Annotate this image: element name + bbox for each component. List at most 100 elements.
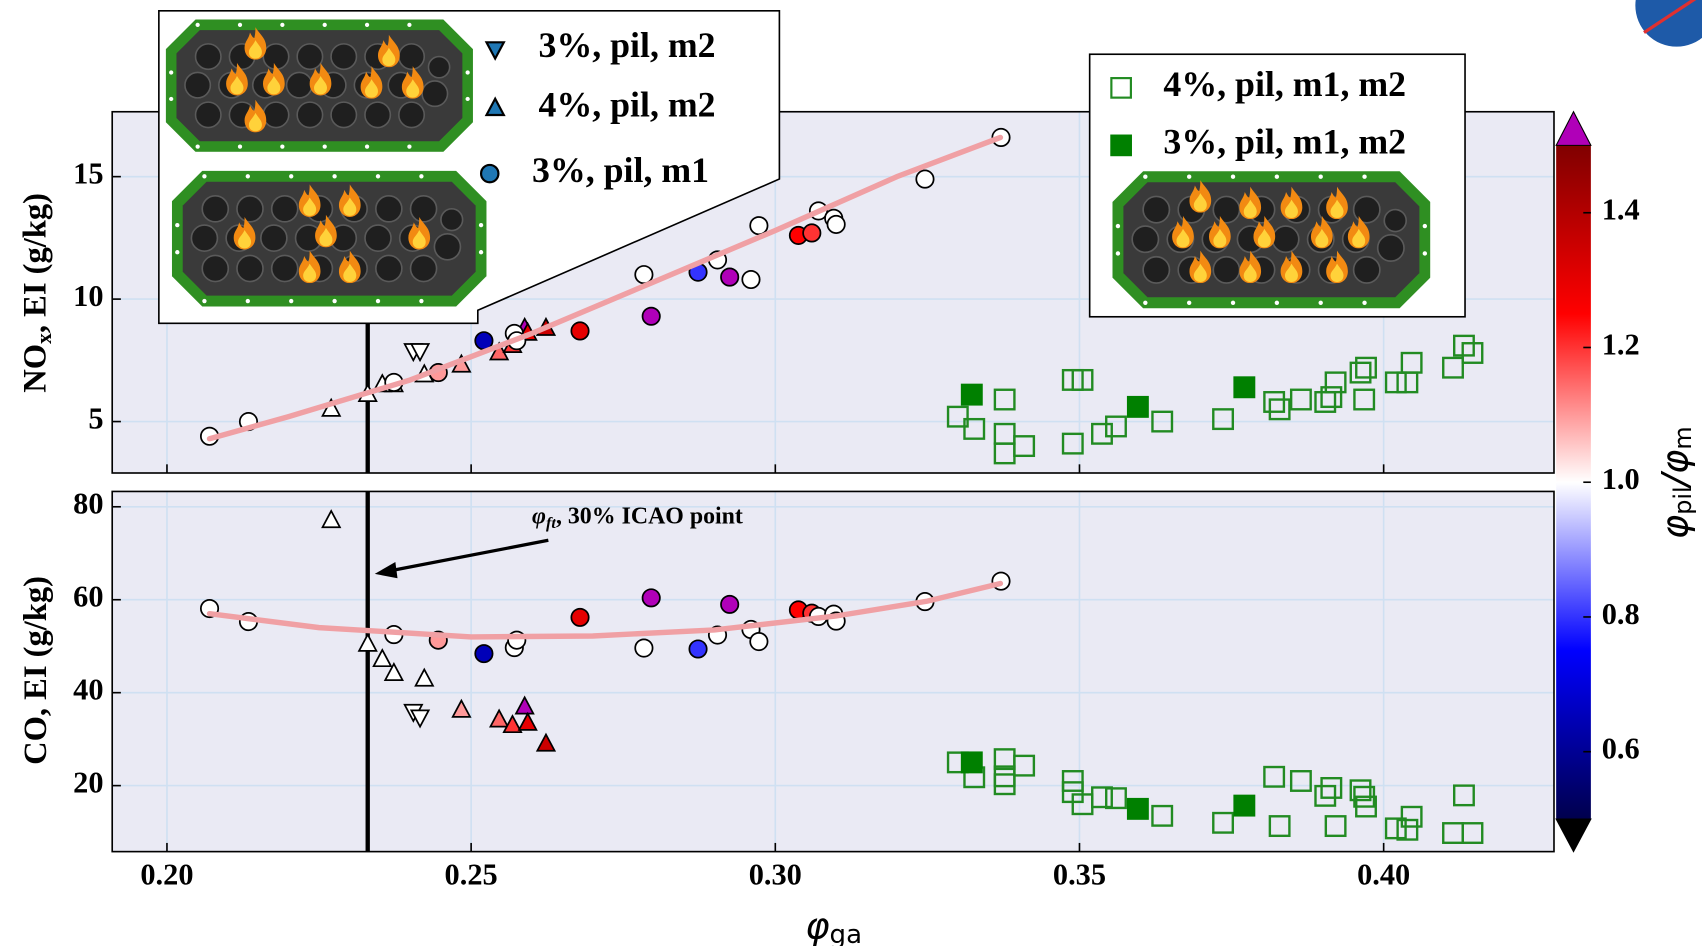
scatter-point (993, 773, 1016, 796)
scatter-point (802, 223, 822, 243)
scatter-point (1452, 784, 1475, 807)
colorbar-tick-label: 1.4 (1602, 193, 1640, 227)
y-tick-label: 20 (73, 766, 103, 800)
scatter-point (1061, 770, 1084, 792)
x-axis-symbol: φ (805, 904, 829, 946)
scatter-point (409, 343, 431, 363)
scatter-point (1396, 818, 1419, 841)
scatter-point (474, 644, 494, 664)
x-tick-label: 0.25 (445, 858, 498, 892)
scatter-point (488, 708, 510, 728)
scatter-point (1320, 776, 1343, 799)
scatter-point (1263, 765, 1286, 788)
scatter-point (570, 607, 590, 627)
legend-marker (479, 163, 500, 184)
scatter-point (1212, 811, 1235, 834)
scatter-point (749, 632, 769, 652)
scatter-point (1233, 794, 1256, 817)
scatter-point (1126, 395, 1149, 418)
scatter-point (1105, 787, 1127, 810)
y-tick-label: 10 (73, 279, 103, 313)
scatter-point (946, 405, 969, 428)
scatter-point (502, 714, 523, 734)
scatter-point (1263, 391, 1286, 413)
scatter-point (1126, 797, 1149, 820)
colorbar-tick-label: 1.0 (1602, 462, 1640, 496)
scatter-point (1452, 334, 1475, 357)
y-tick-label: 15 (73, 157, 103, 191)
scatter-point (1233, 376, 1256, 399)
panel: 0.20 0.25 0.30 0.35 0.40 20 40 60 80 (73, 487, 1555, 892)
scatter-point (1212, 408, 1235, 431)
scatter-point (1268, 815, 1291, 838)
scatter-point (1091, 786, 1113, 809)
x-axis-label: φga (805, 904, 862, 946)
colorbar-subscript: m (1669, 426, 1697, 449)
scatter-point (1400, 805, 1423, 828)
scatter-point (570, 321, 590, 341)
scatter-point (1314, 784, 1337, 807)
legend-marker (484, 41, 506, 61)
legend-marker (484, 96, 506, 117)
scatter-point (409, 709, 431, 729)
x-tick-label: 0.30 (749, 858, 802, 892)
scatter-point (1320, 386, 1343, 409)
legend-marker (1110, 134, 1132, 157)
scatter-point (641, 306, 661, 326)
scatter-point (960, 751, 983, 774)
annotation-arrow (390, 538, 549, 573)
scatter-point (383, 662, 404, 681)
scatter-point (1442, 356, 1464, 379)
y-axis-label-part: NO (18, 344, 54, 393)
colorbar-extension (1555, 818, 1592, 853)
scatter-point (1353, 388, 1376, 411)
scatter-point (720, 267, 740, 287)
scatter-point (451, 698, 472, 718)
annotation: φft, 30% ICAO point (532, 504, 743, 532)
scatter-point (514, 695, 535, 715)
fit-line (206, 580, 1004, 640)
colorbar-tick-label: 0.8 (1602, 597, 1640, 631)
scatter-point (1013, 435, 1036, 458)
scatter-point (1461, 342, 1484, 364)
scatter-point (517, 711, 538, 731)
x-tick-label: 0.35 (1053, 858, 1106, 892)
scatter-point (1013, 754, 1036, 777)
scatter-point (1349, 361, 1372, 384)
scatter-point (826, 214, 846, 234)
plot-frame (111, 110, 1555, 474)
scatter-point (1461, 822, 1484, 844)
legend-marker (1110, 77, 1132, 99)
scatter-point (1105, 415, 1127, 438)
scatter-point (1091, 422, 1113, 445)
colorbar-label: φpil/φm (1653, 426, 1697, 539)
scatter-point (634, 638, 654, 658)
scatter-point (1151, 804, 1174, 827)
colorbar: 0.6 0.8 1.0 1.2 1.4 (1555, 110, 1640, 853)
scatter-point (915, 169, 935, 189)
colorbar-symbol: /φ (1653, 450, 1696, 490)
scatter-point (1349, 779, 1372, 802)
colorbar-subscript: pil (1669, 486, 1697, 514)
scatter-point (372, 648, 393, 668)
scatter-point (1289, 388, 1312, 411)
plot-background (112, 491, 1554, 852)
y-tick-label: 40 (73, 673, 103, 707)
scatter-point (993, 388, 1016, 411)
legend-label: 4%, pil, m1, m2 (1163, 64, 1406, 104)
logo-swoosh (1643, 0, 1697, 34)
scatter-point (414, 667, 435, 687)
scatter-point (1384, 371, 1407, 394)
annotation-arrowhead (374, 561, 398, 579)
y-axis-subscript: x (32, 333, 56, 344)
scatter-point (749, 216, 769, 236)
scatter-point (1355, 795, 1377, 818)
scatter-point (641, 588, 661, 608)
x-tick-label: 0.40 (1357, 858, 1410, 892)
colorbar-tick-label: 1.2 (1602, 327, 1640, 361)
scatter-point (1324, 371, 1347, 394)
logo (1635, 0, 1702, 47)
y-tick-label: 60 (73, 580, 103, 614)
legend-label: 3%, pil, m2 (539, 25, 716, 65)
